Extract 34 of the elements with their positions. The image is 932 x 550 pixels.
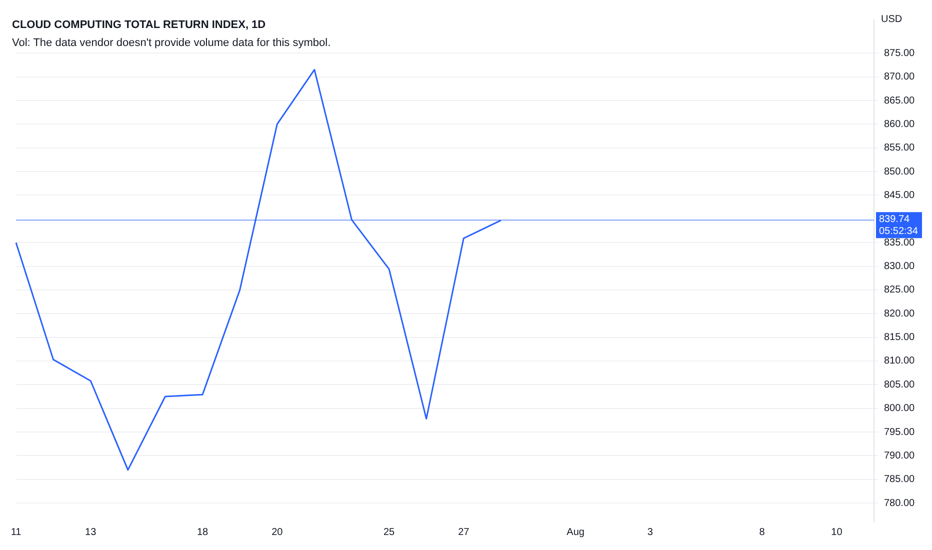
x-tick-label: Aug — [566, 526, 584, 538]
y-tick-label: 790.00 — [884, 450, 916, 462]
y-tick-label: 860.00 — [884, 118, 916, 130]
y-tick-label: 785.00 — [884, 474, 916, 486]
y-tick-label: 800.00 — [884, 403, 916, 414]
y-tick-label: 825.00 — [884, 284, 916, 296]
x-tick-label: 8 — [759, 526, 766, 538]
y-tick-label: 835.00 — [884, 237, 916, 248]
x-tick-label: 27 — [458, 526, 470, 538]
y-axis-title: USD — [881, 14, 902, 25]
x-tick-label: 11 — [10, 526, 22, 538]
y-tick-label: 855.00 — [884, 142, 916, 154]
x-tick-label: 20 — [272, 526, 284, 538]
x-tick-label: 3 — [647, 526, 654, 538]
y-tick-label: 795.00 — [884, 426, 916, 438]
y-tick-label: 810.00 — [884, 356, 916, 367]
chart-title: CLOUD COMPUTING TOTAL RETURN INDEX, 1D — [12, 18, 267, 33]
y-tick-label: 845.00 — [884, 190, 916, 201]
x-tick-label: 18 — [196, 526, 209, 538]
y-tick-label: 875.00 — [884, 48, 916, 59]
y-tick-label: 865.00 — [884, 95, 916, 106]
x-tick-label: 25 — [383, 526, 396, 538]
y-tick-label: 830.00 — [884, 261, 916, 272]
x-tick-label: 13 — [85, 526, 97, 538]
y-tick-label: 805.00 — [884, 379, 916, 390]
text: Vol: The data vendor doesn't provide volume data for this symbol. — [12, 36, 331, 51]
x-tick-label: 10 — [831, 526, 843, 538]
y-tick-label: 820.00 — [884, 308, 916, 320]
y-tick-label: 850.00 — [884, 166, 916, 178]
y-tick-label: 870.00 — [884, 72, 916, 83]
y-tick-label: 815.00 — [884, 332, 916, 344]
y-tick-label: 780.00 — [884, 498, 916, 509]
ref-line-label: 839.74 — [879, 214, 910, 225]
text: 05:52:34 — [879, 226, 918, 237]
